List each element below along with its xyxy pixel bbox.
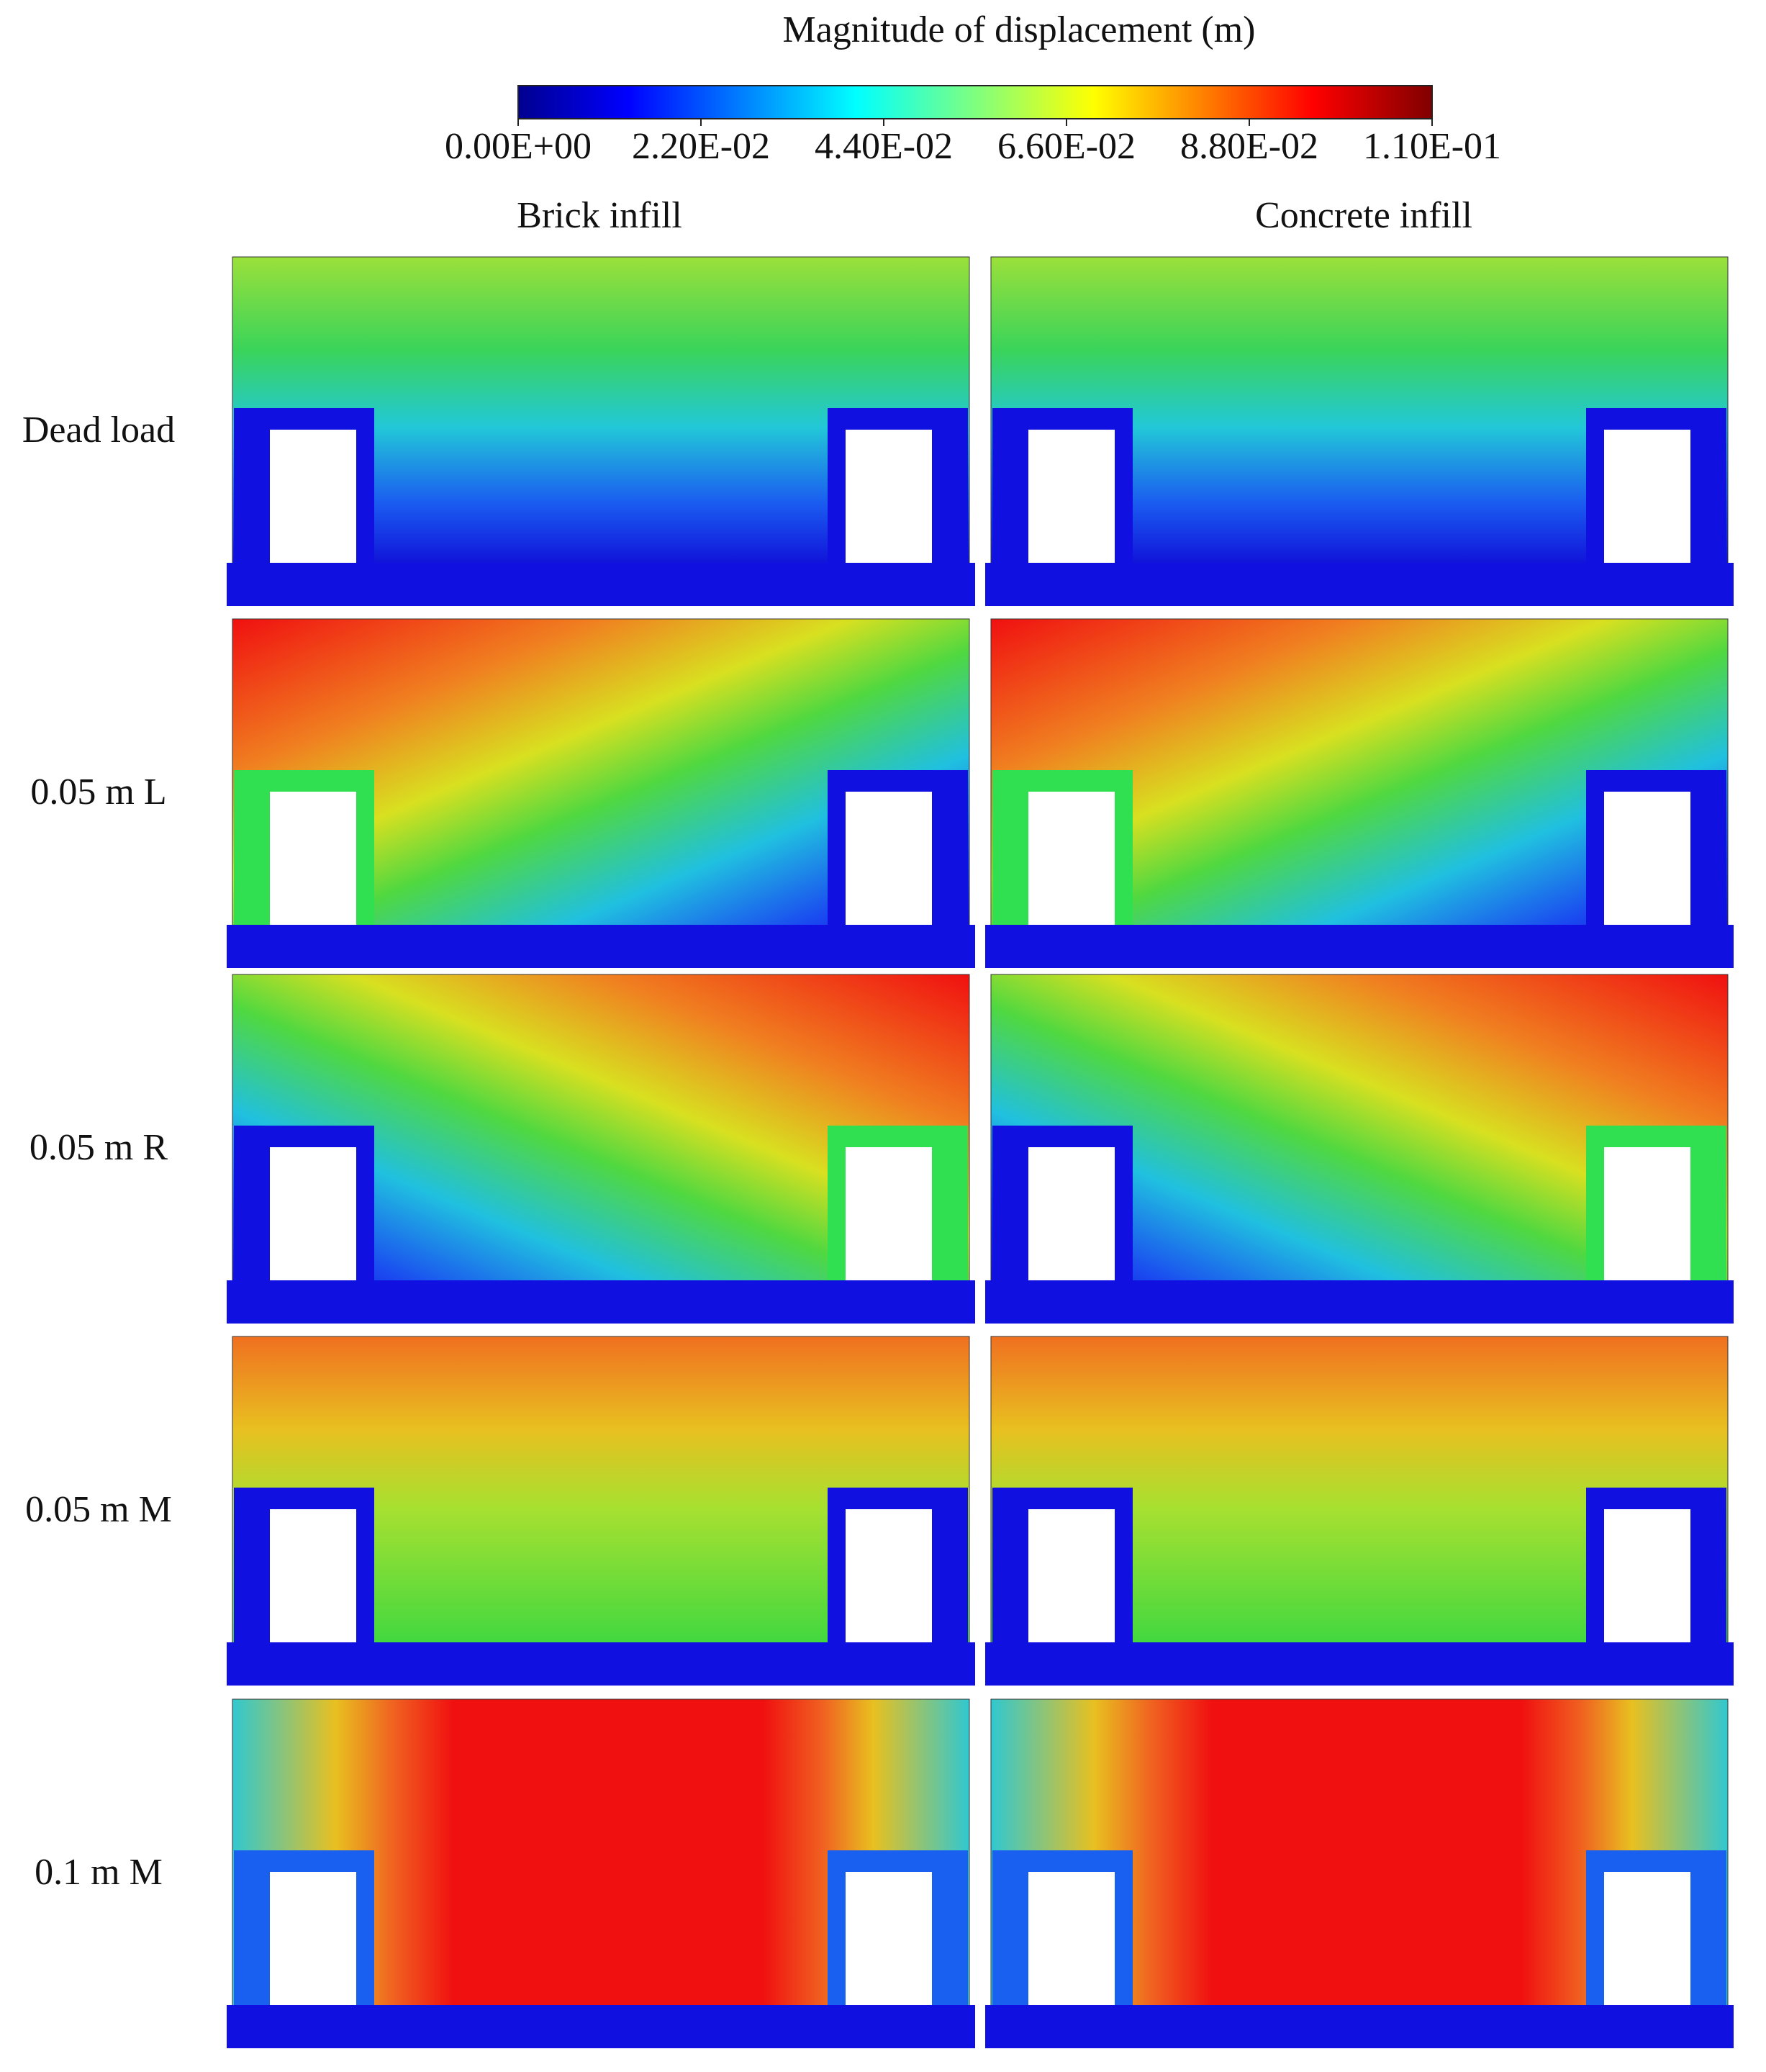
right-opening xyxy=(1604,792,1690,925)
colorbar-tick-label: 2.20E-02 xyxy=(632,126,770,167)
row-label: 0.05 m L xyxy=(30,772,166,813)
left-opening xyxy=(1028,430,1115,563)
row-label: Dead load xyxy=(22,410,175,451)
right-opening xyxy=(1604,1147,1690,1280)
column-header: Concrete infill xyxy=(1255,195,1472,236)
left-opening xyxy=(1028,1509,1115,1642)
left-opening xyxy=(1028,792,1115,925)
contour-panel xyxy=(985,256,1734,606)
left-opening xyxy=(270,1509,356,1642)
left-opening xyxy=(270,430,356,563)
colorbar-tick-label: 1.10E-01 xyxy=(1363,126,1501,167)
left-opening xyxy=(1028,1147,1115,1280)
row-label: 0.1 m M xyxy=(35,1852,163,1893)
colorbar-title: Magnitude of displacement (m) xyxy=(782,9,1255,50)
foundation xyxy=(227,1642,975,1686)
right-opening xyxy=(846,1872,932,2005)
foundation xyxy=(227,2005,975,2048)
row-label: 0.05 m R xyxy=(30,1127,168,1168)
foundation xyxy=(227,925,975,968)
contour-panel xyxy=(985,1336,1734,1686)
foundation xyxy=(985,925,1734,968)
panels: 0.00E+00 2.20E-02 4.40E-02 6.60E-02 8.80E-02… xyxy=(22,119,1734,2048)
contour-panel xyxy=(985,618,1734,968)
contour-panel xyxy=(227,1698,975,2048)
left-opening xyxy=(270,1872,356,2005)
right-opening xyxy=(846,792,932,925)
right-opening xyxy=(846,430,932,563)
right-opening xyxy=(1604,1509,1690,1642)
foundation xyxy=(985,2005,1734,2048)
contour-panel xyxy=(227,618,975,968)
right-opening xyxy=(846,1509,932,1642)
contour-panel xyxy=(985,974,1734,1324)
left-opening xyxy=(270,792,356,925)
left-opening xyxy=(270,1147,356,1280)
row-label: 0.05 m M xyxy=(25,1489,172,1530)
colorbar-tick-label: 8.80E-02 xyxy=(1180,126,1318,167)
contour-panel xyxy=(985,1698,1734,2048)
contour-panel xyxy=(227,1336,975,1686)
foundation xyxy=(985,563,1734,606)
foundation xyxy=(985,1280,1734,1324)
colorbar-tick-label: 6.60E-02 xyxy=(997,126,1136,167)
contour-panel xyxy=(227,974,975,1324)
colorbar xyxy=(517,85,1433,119)
colorbar-tick-label: 0.00E+00 xyxy=(445,126,592,167)
foundation xyxy=(227,563,975,606)
contour-panel xyxy=(227,256,975,606)
right-opening xyxy=(846,1147,932,1280)
right-opening xyxy=(1604,1872,1690,2005)
right-opening xyxy=(1604,430,1690,563)
colorbar-tick-label: 4.40E-02 xyxy=(815,126,953,167)
foundation xyxy=(985,1642,1734,1686)
left-opening xyxy=(1028,1872,1115,2005)
foundation xyxy=(227,1280,975,1324)
column-header: Brick infill xyxy=(517,195,682,236)
